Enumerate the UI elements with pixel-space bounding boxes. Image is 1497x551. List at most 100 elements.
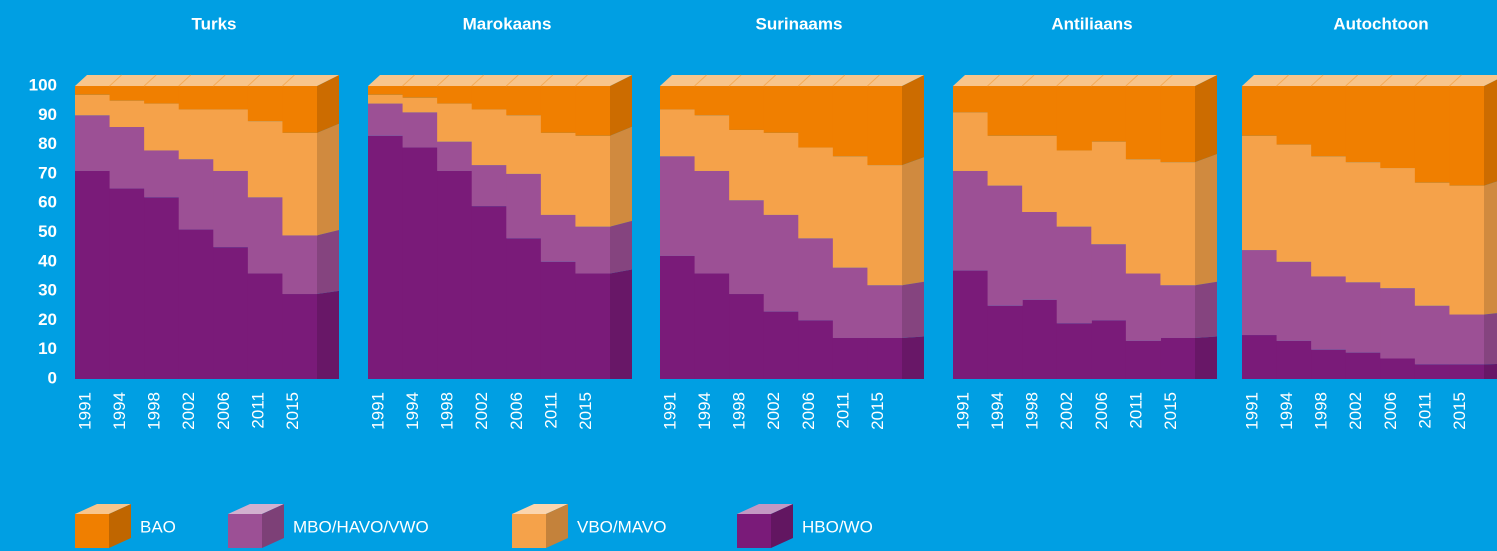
y-tick-label: 80 xyxy=(38,134,57,153)
side-face xyxy=(902,281,924,338)
area-step xyxy=(144,86,180,104)
area-step xyxy=(694,115,730,171)
legend-swatch xyxy=(512,514,546,548)
x-tick-label: 2006 xyxy=(1092,392,1111,430)
area-step xyxy=(867,337,903,379)
area-step xyxy=(763,86,799,133)
y-tick-label: 60 xyxy=(38,193,57,212)
area-step xyxy=(1160,337,1196,379)
top-divider xyxy=(1449,74,1462,87)
area-step xyxy=(437,103,473,142)
area-step xyxy=(1380,358,1416,379)
side-face xyxy=(317,123,339,236)
area-step xyxy=(987,86,1023,136)
side-face xyxy=(902,336,924,379)
area-step xyxy=(832,86,869,157)
area-step xyxy=(437,141,473,171)
top-divider xyxy=(212,74,226,87)
legend-side xyxy=(109,504,131,548)
area-step xyxy=(247,197,284,274)
area-step xyxy=(1311,276,1347,350)
side-face xyxy=(1484,364,1497,379)
area-step xyxy=(144,197,180,379)
area-step xyxy=(1125,86,1162,160)
area-step xyxy=(1160,285,1196,338)
top-divider xyxy=(109,74,122,87)
area-step xyxy=(660,109,696,157)
top-divider xyxy=(282,74,295,87)
x-tick-label: 1998 xyxy=(730,392,749,430)
side-face xyxy=(317,230,339,295)
y-tick-label: 100 xyxy=(29,75,57,94)
area-step xyxy=(763,214,799,312)
area-step xyxy=(1276,86,1312,145)
area-step xyxy=(178,109,214,160)
area-step xyxy=(694,170,730,274)
x-tick-label: 2006 xyxy=(799,392,818,430)
side-face xyxy=(610,126,632,227)
area-step xyxy=(798,238,834,321)
area-step xyxy=(763,132,799,215)
legend-top xyxy=(512,504,568,514)
area-step xyxy=(1276,261,1312,341)
area-step xyxy=(729,200,765,295)
area-step xyxy=(75,86,111,95)
top-divider xyxy=(540,74,554,87)
area-step xyxy=(953,86,989,113)
area-step xyxy=(1276,144,1312,262)
area-step xyxy=(109,188,145,379)
side-face xyxy=(1195,154,1217,286)
area-step xyxy=(1091,86,1127,142)
area-step xyxy=(1242,86,1278,136)
x-tick-label: 2002 xyxy=(1057,392,1076,430)
legend-label: HBO/WO xyxy=(802,517,873,536)
x-tick-label: 2015 xyxy=(1161,392,1180,430)
top-divider xyxy=(987,74,1000,87)
area-step xyxy=(368,135,404,379)
area-step xyxy=(178,86,214,110)
top-divider xyxy=(797,74,811,87)
x-tick-label: 1998 xyxy=(1312,392,1331,430)
area-step xyxy=(437,170,473,379)
top-divider xyxy=(1160,74,1173,87)
area-step xyxy=(1449,185,1485,315)
legend-swatch xyxy=(228,514,262,548)
top-divider xyxy=(471,74,485,87)
top-divider xyxy=(505,74,519,87)
area-step xyxy=(987,135,1023,186)
x-tick-label: 2015 xyxy=(283,392,302,430)
top-face xyxy=(953,75,1217,86)
top-divider xyxy=(694,74,707,87)
area-step xyxy=(471,86,507,110)
area-step xyxy=(247,121,284,198)
area-step xyxy=(1022,135,1058,212)
legend-swatch xyxy=(75,514,109,548)
area-step xyxy=(660,86,696,110)
side-face xyxy=(1195,336,1217,379)
area-step xyxy=(575,86,611,136)
area-step xyxy=(1311,156,1347,277)
area-step xyxy=(178,229,214,379)
area-step xyxy=(540,261,577,379)
x-tick-label: 1991 xyxy=(953,392,972,430)
y-tick-label: 90 xyxy=(38,105,57,124)
top-divider xyxy=(178,74,192,87)
side-face xyxy=(610,75,632,136)
x-tick-label: 2006 xyxy=(507,392,526,430)
area-step xyxy=(506,86,542,116)
side-face xyxy=(1195,281,1217,338)
area-step xyxy=(402,97,438,113)
area-step xyxy=(506,238,542,379)
top-divider xyxy=(1125,74,1139,87)
top-divider xyxy=(402,74,415,87)
y-tick-label: 30 xyxy=(38,281,57,300)
top-divider xyxy=(1379,74,1393,87)
area-step xyxy=(1380,168,1416,289)
area-step xyxy=(763,311,799,379)
side-face xyxy=(317,75,339,133)
area-step xyxy=(1345,86,1381,163)
top-divider xyxy=(436,74,450,87)
y-tick-label: 50 xyxy=(38,222,57,241)
top-divider xyxy=(1056,74,1070,87)
